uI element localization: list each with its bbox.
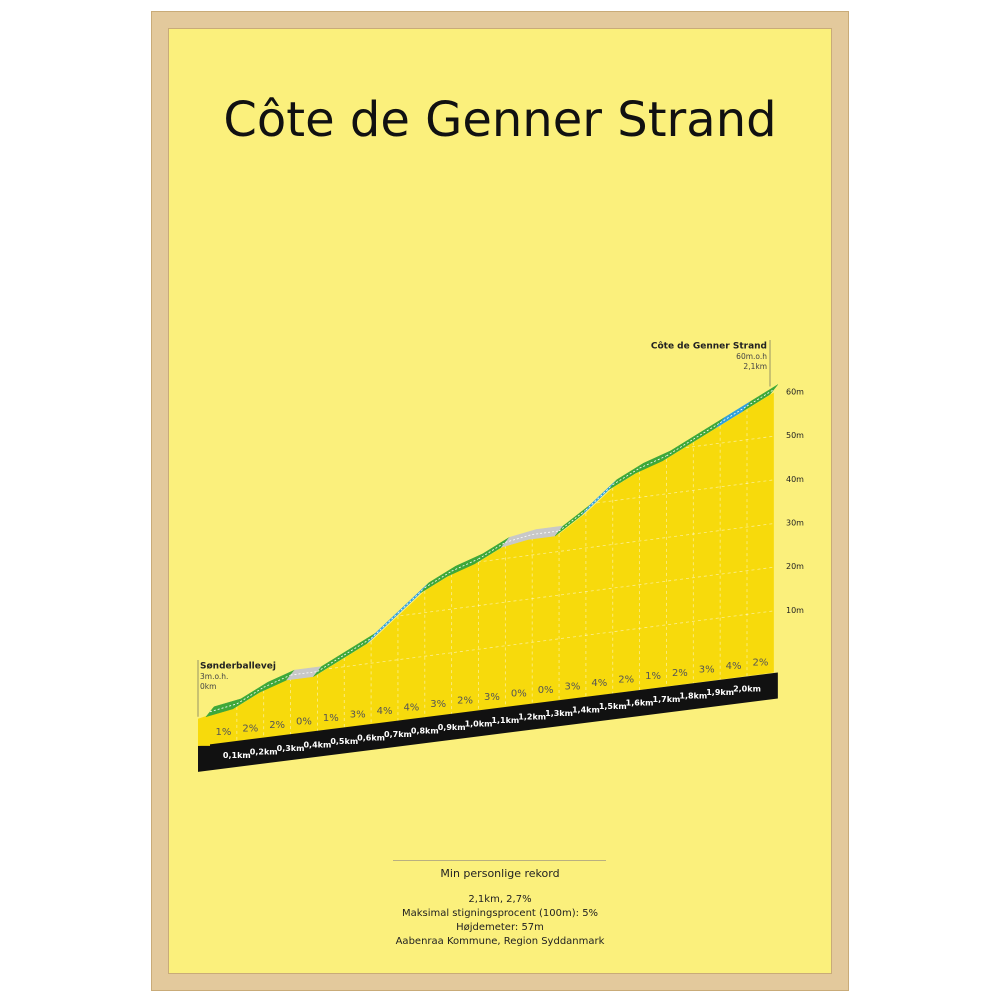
footer-line: Højdemeter: 57m <box>456 922 544 933</box>
ribbon-center <box>317 654 345 672</box>
ribbon-center <box>693 422 721 440</box>
gradient-label: 3% <box>350 710 366 721</box>
km-label: 0,6km <box>357 733 385 742</box>
gradient-label: 4% <box>726 661 742 672</box>
gradient-label: 2% <box>457 696 473 707</box>
y-tick-label: 40m <box>786 475 804 484</box>
gradient-label: 0% <box>296 717 312 728</box>
gradient-label: 2% <box>672 668 688 679</box>
km-label: 1,4km <box>572 705 600 714</box>
ribbon-center <box>209 703 237 713</box>
end-elevation: 60m.o.h <box>736 352 767 361</box>
km-label: 0,1km <box>223 751 251 760</box>
km-label: 0,8km <box>411 726 439 735</box>
gradient-label: 2% <box>269 720 285 731</box>
y-tick-label: 20m <box>786 562 804 571</box>
ribbon-center <box>639 455 667 469</box>
km-label: 1,9km <box>706 688 734 697</box>
gradient-label: 3% <box>430 699 446 710</box>
footer-line: Aabenraa Kommune, Region Syddanmark <box>395 936 605 947</box>
y-tick-label: 10m <box>786 606 804 615</box>
gradient-label: 3% <box>565 682 581 693</box>
gradient-label: 1% <box>645 671 661 682</box>
base-left <box>198 714 210 746</box>
km-label: 1,0km <box>465 719 493 728</box>
footer-heading: Min personlige rekord <box>440 867 560 880</box>
gradient-label: 4% <box>377 706 393 717</box>
ribbon-center <box>424 570 452 589</box>
km-label: 1,1km <box>491 716 519 725</box>
ribbon-center <box>719 405 748 424</box>
ribbon-center <box>344 638 372 656</box>
start-name: Sønderballevej <box>200 662 276 672</box>
gradient-label: 4% <box>403 703 419 714</box>
gradient-label: 2% <box>618 675 634 686</box>
y-tick-label: 30m <box>786 519 804 528</box>
end-distance: 2,1km <box>743 362 767 371</box>
ribbon-center <box>532 530 560 535</box>
footer-line: 2,1km, 2,7% <box>468 894 532 905</box>
gradient-label: 1% <box>215 727 231 738</box>
gradient-label: 0% <box>538 685 554 696</box>
gradient-segment <box>742 384 779 412</box>
profile-area <box>210 392 774 746</box>
grid-line <box>210 523 774 598</box>
grid-line <box>210 566 774 641</box>
gradient-label: 2% <box>752 657 768 668</box>
km-label: 0,7km <box>384 730 412 739</box>
ribbon-center <box>666 438 694 457</box>
gradient-label: 1% <box>323 713 339 724</box>
km-label: 0,3km <box>277 744 305 753</box>
start-distance: 0km <box>200 682 216 691</box>
ribbon-center <box>236 686 264 705</box>
km-label: 1,6km <box>626 698 654 707</box>
km-label: 1,2km <box>518 712 546 721</box>
ribbon-center <box>478 542 506 560</box>
ribbon-center <box>451 558 479 572</box>
grid-line <box>210 610 774 685</box>
y-tick-label: 50m <box>786 431 804 440</box>
ribbon-center <box>612 467 640 486</box>
y-tick-label: 60m <box>786 388 804 397</box>
km-label: 2,0km <box>733 685 761 694</box>
ribbon-center <box>746 389 775 407</box>
ribbon-center <box>290 671 318 676</box>
gradient-label: 2% <box>242 724 258 735</box>
footer-line: Maksimal stigningsprocent (100m): 5% <box>401 908 599 919</box>
start-elevation: 3m.o.h. <box>200 672 228 681</box>
ribbon-center <box>558 509 587 532</box>
poster-title: Côte de Genner Strand <box>223 92 777 148</box>
km-label: 1,7km <box>653 695 681 704</box>
base-strip <box>198 672 778 772</box>
km-label: 0,2km <box>250 747 278 756</box>
km-label: 0,4km <box>303 740 331 749</box>
gradient-label: 3% <box>699 664 715 675</box>
gradient-label: 3% <box>484 692 500 703</box>
ribbon-center <box>505 534 533 543</box>
km-label: 0,9km <box>438 723 466 732</box>
footer-rule <box>393 860 606 861</box>
km-label: 1,3km <box>545 709 573 718</box>
km-label: 1,8km <box>679 692 707 701</box>
gradient-label: 4% <box>591 678 607 689</box>
end-name: Côte de Genner Strand <box>651 341 767 352</box>
km-label: 1,5km <box>599 702 627 711</box>
ribbon-center <box>263 674 291 688</box>
km-label: 0,5km <box>330 737 358 746</box>
gradient-label: 0% <box>511 689 527 700</box>
